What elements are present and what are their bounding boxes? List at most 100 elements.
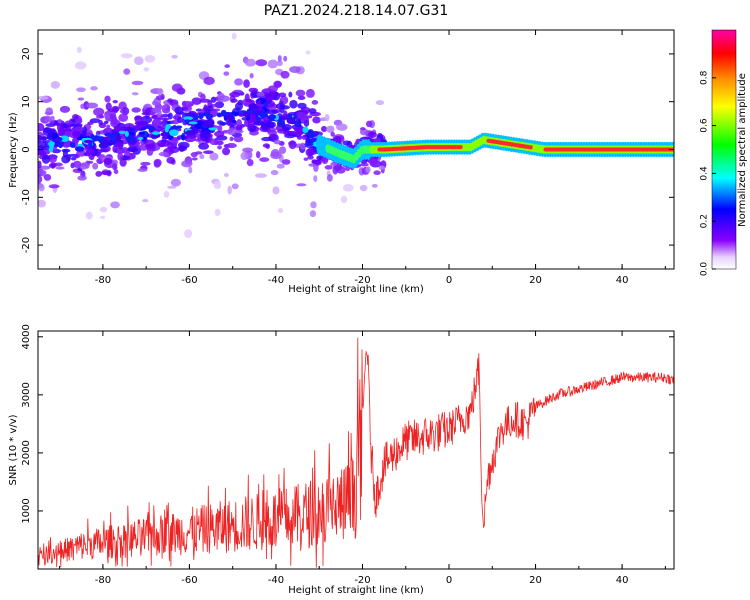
heatmap-cell bbox=[62, 149, 68, 158]
heatmap-cell bbox=[305, 148, 314, 157]
heatmap-cell bbox=[240, 151, 249, 161]
heatmap-cell bbox=[296, 183, 307, 187]
heatmap-cell bbox=[38, 122, 45, 132]
heatmap-cell bbox=[70, 156, 77, 161]
heatmap-cell bbox=[137, 136, 144, 140]
heatmap-cell bbox=[112, 99, 118, 104]
heatmap-cell bbox=[76, 87, 86, 93]
heatmap-cell bbox=[289, 118, 296, 125]
heatmap-cell bbox=[359, 162, 369, 167]
heatmap-cell bbox=[212, 108, 221, 112]
heatmap-cell bbox=[294, 120, 300, 127]
heatmap-cell bbox=[308, 108, 317, 114]
heatmap-cell bbox=[184, 112, 196, 117]
heatmap-cell bbox=[365, 120, 373, 128]
heatmap-cell bbox=[136, 120, 148, 126]
heatmap-cell bbox=[224, 64, 230, 68]
heatmap-cell bbox=[77, 97, 85, 101]
heatmap-cell bbox=[90, 86, 98, 91]
heatmap-cell bbox=[203, 120, 210, 128]
heatmap-cell bbox=[302, 126, 309, 134]
x-tick-label: -40 bbox=[268, 575, 284, 586]
heatmap-cell bbox=[99, 215, 106, 219]
heatmap-cell bbox=[64, 120, 73, 125]
heatmap-cell bbox=[246, 158, 254, 167]
heatmap-cell bbox=[226, 143, 237, 149]
colorbar: 0.0 0.2 0.4 0.6 0.8 Normalized spectral ampl… bbox=[700, 29, 748, 276]
heatmap-cell bbox=[265, 95, 277, 101]
heatmap-cell bbox=[304, 142, 314, 146]
heatmap-cell bbox=[289, 66, 301, 73]
heatmap-cell bbox=[231, 32, 237, 40]
spectrogram-xlabel: Height of straight line (km) bbox=[288, 284, 424, 295]
heatmap-cell bbox=[289, 99, 298, 109]
heatmap-cell bbox=[270, 169, 279, 176]
heatmap-cell bbox=[191, 157, 198, 161]
heatmap-cell bbox=[143, 67, 150, 72]
heatmap-cell bbox=[148, 128, 154, 134]
heatmap-cell bbox=[231, 119, 237, 124]
heatmap-cell bbox=[160, 93, 165, 100]
heatmap-cell bbox=[151, 118, 162, 128]
heatmap-cell bbox=[268, 114, 277, 120]
heatmap-cell bbox=[242, 147, 254, 153]
heatmap-cell bbox=[191, 97, 202, 105]
x-tick-label: 0 bbox=[446, 275, 452, 286]
y-tick-label: 3000 bbox=[21, 382, 32, 407]
snr-series-line bbox=[38, 337, 674, 568]
x-tick-label: -20 bbox=[354, 575, 370, 586]
heatmap-cell bbox=[152, 107, 161, 113]
heatmap-cell bbox=[41, 154, 51, 164]
heatmap-cell bbox=[214, 130, 225, 138]
colorbar-tick-label: 0.8 bbox=[700, 70, 710, 85]
heatmap-cell bbox=[256, 92, 265, 97]
heatmap-cell bbox=[340, 195, 348, 204]
heatmap-cell bbox=[119, 109, 127, 114]
heatmap-cell bbox=[278, 115, 288, 120]
heatmap-cell bbox=[153, 159, 161, 168]
heatmap-cell bbox=[217, 92, 226, 101]
heatmap-cell bbox=[55, 166, 65, 170]
heatmap-cell bbox=[59, 135, 70, 142]
heatmap-cell bbox=[144, 125, 154, 130]
heatmap-cell bbox=[174, 106, 184, 115]
heatmap-cell bbox=[229, 136, 234, 142]
heatmap-cell bbox=[266, 109, 278, 115]
x-tick-label: 40 bbox=[616, 275, 629, 286]
heatmap-cell bbox=[158, 151, 169, 157]
heatmap-cell bbox=[104, 139, 110, 145]
heatmap-cell bbox=[115, 142, 124, 148]
heatmap-cell bbox=[48, 154, 57, 164]
heatmap-cell bbox=[308, 163, 317, 167]
heatmap-cell bbox=[151, 100, 159, 106]
heatmap-cell bbox=[234, 78, 243, 86]
heatmap-cell bbox=[198, 114, 204, 120]
heatmap-cell bbox=[48, 162, 57, 168]
heatmap-cell bbox=[342, 140, 351, 146]
heatmap-cell bbox=[190, 151, 198, 158]
snr-x-ticks: -80 -60 -40 -20 0 20 40 bbox=[59, 331, 666, 586]
heatmap-cell bbox=[263, 102, 269, 108]
heatmap-cell bbox=[248, 87, 259, 93]
heatmap-cell bbox=[137, 168, 148, 172]
heatmap-cell bbox=[192, 113, 199, 121]
heatmap-cell bbox=[326, 125, 335, 133]
heatmap-cell bbox=[316, 155, 322, 161]
heatmap-cell bbox=[85, 148, 96, 155]
colorbar-ticks: 0.0 0.2 0.4 0.6 0.8 bbox=[700, 70, 716, 276]
heatmap-cell bbox=[104, 95, 111, 103]
heatmap-cell bbox=[220, 109, 227, 117]
heatmap-cell bbox=[267, 129, 278, 136]
heatmap-cell bbox=[166, 156, 176, 164]
heatmap-cell bbox=[167, 98, 174, 103]
heatmap-cell bbox=[270, 134, 277, 141]
y-tick-label: 2000 bbox=[21, 440, 32, 465]
heatmap-cell bbox=[219, 122, 227, 126]
heatmap-cell bbox=[118, 113, 129, 122]
heatmap-cell bbox=[296, 134, 303, 140]
x-tick-label: 0 bbox=[446, 575, 452, 586]
heatmap-cell bbox=[58, 141, 63, 148]
heatmap-cell bbox=[131, 80, 144, 86]
heatmap-cell bbox=[312, 116, 321, 124]
